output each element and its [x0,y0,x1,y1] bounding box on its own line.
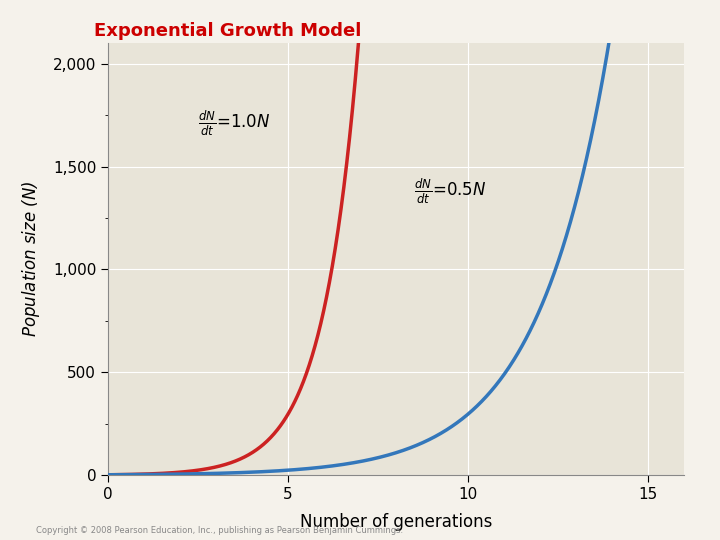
Text: $\frac{dN}{dt}$=0.5$N$: $\frac{dN}{dt}$=0.5$N$ [414,177,487,206]
Text: Exponential Growth Model: Exponential Growth Model [94,22,361,39]
Text: Copyright © 2008 Pearson Education, Inc., publishing as Pearson Benjamin Cumming: Copyright © 2008 Pearson Education, Inc.… [36,525,403,535]
X-axis label: Number of generations: Number of generations [300,513,492,531]
Y-axis label: Population size ($N$): Population size ($N$) [19,181,42,338]
Text: $\frac{dN}{dt}$=1.0$N$: $\frac{dN}{dt}$=1.0$N$ [198,109,271,138]
